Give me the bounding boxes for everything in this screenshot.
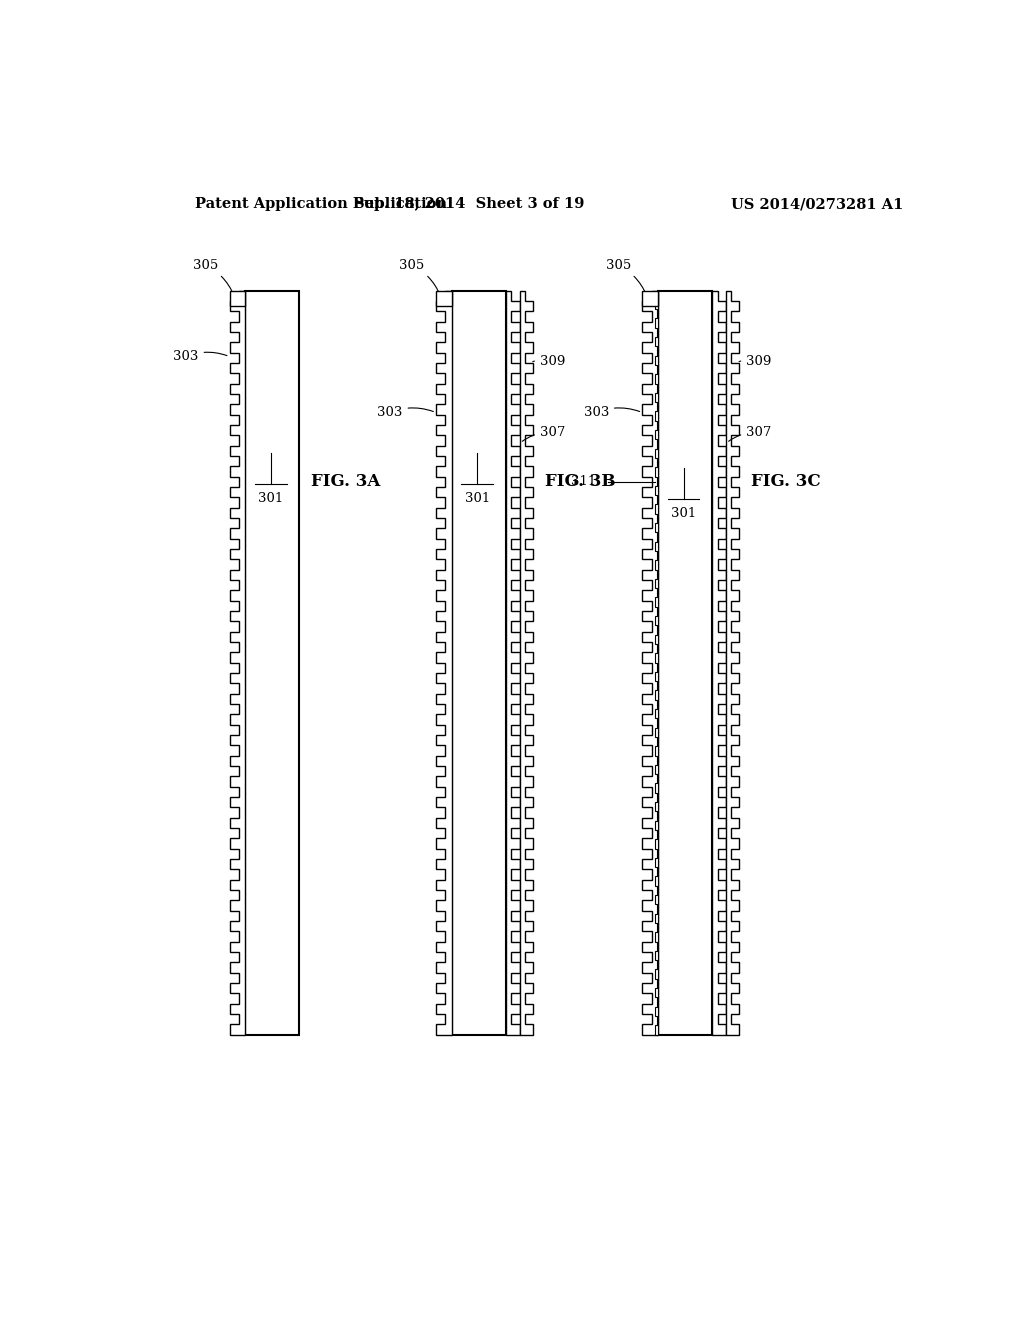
Text: 303: 303 — [584, 407, 640, 418]
Polygon shape — [520, 290, 532, 1035]
Text: 301: 301 — [258, 492, 284, 504]
Text: 309: 309 — [532, 355, 565, 368]
Text: 307: 307 — [522, 426, 565, 441]
Text: 305: 305 — [399, 259, 440, 296]
Bar — [229, 290, 246, 306]
Text: 303: 303 — [377, 407, 433, 418]
Polygon shape — [229, 290, 246, 1035]
Text: 307: 307 — [729, 426, 772, 441]
Bar — [658, 290, 712, 1035]
Text: 311: 311 — [571, 475, 596, 488]
Bar — [452, 290, 506, 1035]
Polygon shape — [726, 290, 739, 1035]
Text: Sep. 18, 2014  Sheet 3 of 19: Sep. 18, 2014 Sheet 3 of 19 — [354, 197, 585, 211]
Polygon shape — [506, 290, 520, 1035]
Text: 301: 301 — [465, 492, 489, 504]
Text: Patent Application Publication: Patent Application Publication — [196, 197, 447, 211]
Text: 303: 303 — [173, 350, 227, 363]
Text: 309: 309 — [739, 355, 772, 368]
Bar — [642, 290, 658, 306]
Polygon shape — [655, 290, 658, 1035]
Polygon shape — [436, 290, 452, 1035]
Polygon shape — [642, 290, 658, 1035]
Bar — [246, 290, 299, 1035]
Text: FIG. 3B: FIG. 3B — [545, 473, 615, 490]
Bar — [436, 290, 452, 306]
Text: 305: 305 — [194, 259, 234, 296]
Polygon shape — [712, 290, 726, 1035]
Text: US 2014/0273281 A1: US 2014/0273281 A1 — [731, 197, 903, 211]
Text: 301: 301 — [671, 507, 696, 520]
Text: FIG. 3C: FIG. 3C — [751, 473, 820, 490]
Text: FIG. 3A: FIG. 3A — [310, 473, 380, 490]
Text: 305: 305 — [606, 259, 647, 296]
